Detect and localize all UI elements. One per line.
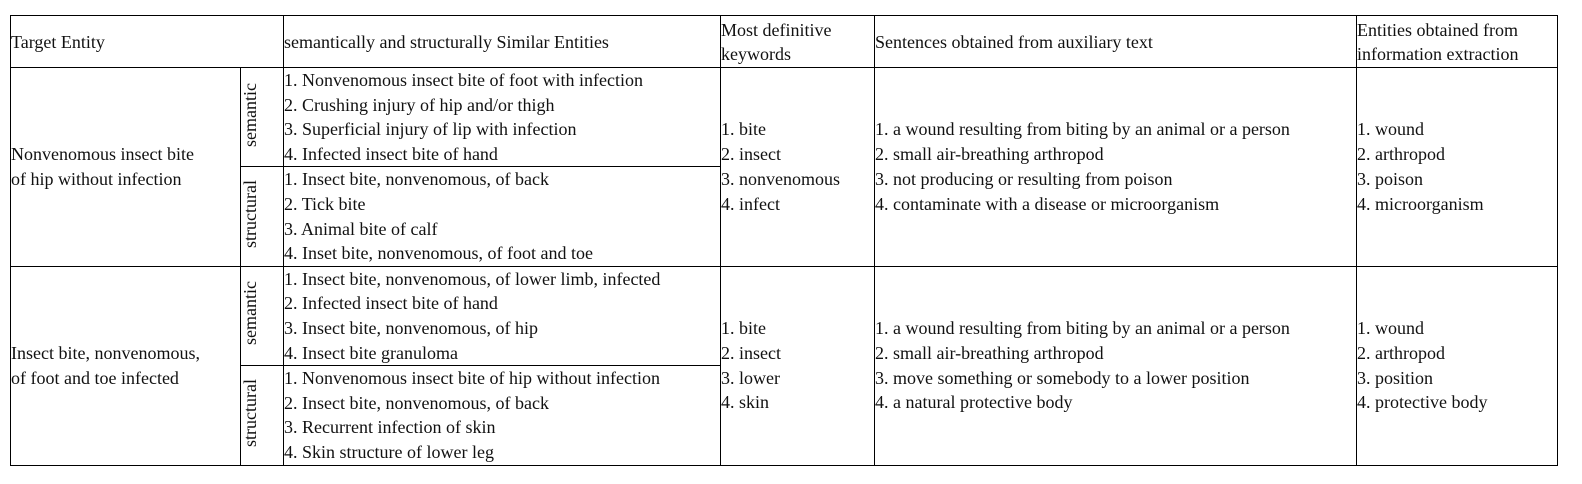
header-keywords-line1: Most definitive [721, 19, 832, 40]
list-item: 1. bite [721, 119, 767, 140]
header-row: Target Entity semantically and structura… [9, 15, 1559, 68]
list-item: 3. lower [721, 367, 780, 388]
list-item: 1. Insect bite, nonvenomous, of back [284, 169, 549, 190]
structural-list: 1. Nonvenomous insect bite of hip withou… [283, 365, 722, 466]
target-entity-cell: Insect bite, nonvenomous, of foot and toe… [10, 265, 241, 466]
list-item: 3. position [1357, 367, 1434, 388]
target-entity-line1: Nonvenomous insect bite [11, 143, 194, 164]
list-item: 2. small air-breathing arthropod [875, 144, 1104, 165]
list-item: 2. insect [721, 342, 782, 363]
table-row: structural 1. Nonvenomous insect bite of… [11, 365, 1558, 466]
target-entity-line1: Insect bite, nonvenomous, [11, 342, 200, 363]
list-item: 4. skin [721, 392, 770, 413]
list-item: 2. Crushing injury of hip and/or thigh [284, 94, 555, 115]
list-item: 2. arthropod [1357, 144, 1445, 165]
structural-list: 1. Insect bite, nonvenomous, of back 2. … [283, 166, 722, 267]
header-entities-line1: Entities obtained from [1357, 19, 1518, 40]
keywords-cell: 1. bite 2. insect 3. nonvenomous 4. infe… [720, 67, 876, 267]
list-item: 4. a natural protective body [875, 392, 1073, 413]
list-item: 1. Nonvenomous insect bite of foot with … [284, 70, 643, 90]
entities-cell: 1. wound 2. arthropod 3. poison 4. micro… [1356, 67, 1559, 267]
list-item: 1. Insect bite, nonvenomous, of lower li… [284, 268, 661, 289]
list-item: 3. nonvenomous [721, 168, 841, 189]
list-item: 4. microorganism [1357, 193, 1484, 214]
list-item: 3. Superficial injury of lip with infect… [284, 119, 577, 140]
target-entity-cell: Nonvenomous insect bite of hip without in… [10, 67, 241, 267]
table-row: Insect bite, nonvenomous, of foot and toe… [10, 265, 1559, 466]
list-item: 3. not producing or resulting from poiso… [875, 168, 1173, 189]
list-item: 2. Insect bite, nonvenomous, of back [284, 392, 549, 413]
sentences-cell: 1. a wound resulting from biting by an a… [874, 67, 1358, 267]
header-entities: Entities obtained from information extrac… [1356, 15, 1559, 68]
list-item: 4. Skin structure of lower leg [284, 441, 494, 462]
list-item: 1. a wound resulting from biting by an a… [875, 318, 1290, 339]
list-item: 1. a wound resulting from biting by an a… [875, 119, 1290, 140]
entities-cell: 1. wound 2. arthropod 3. position 4. pro… [1356, 265, 1559, 466]
list-item: 2. Infected insect bite of hand [284, 293, 498, 314]
table-row: Nonvenomous insect bite of hip without in… [10, 66, 1559, 267]
semantic-label-cell: semantic [239, 265, 285, 367]
structural-label-cell: structural [239, 365, 285, 466]
target-entity-line2: of foot and toe infected [11, 367, 179, 388]
target-entity-line2: of hip without infection [11, 168, 182, 189]
list-item: 3. poison [1357, 168, 1424, 189]
header-similar-entities: semantically and structurally Similar En… [283, 15, 722, 68]
list-item: 3. Animal bite of calf [284, 218, 438, 239]
header-sentences: Sentences obtained from auxiliary text [874, 15, 1358, 68]
list-item: 4. Insect bite granuloma [284, 342, 458, 363]
list-item: 1. wound [1357, 318, 1425, 339]
list-item: 2. arthropod [1357, 342, 1445, 363]
header-target-entity: Target Entity [9, 15, 285, 68]
results-table: Target Entity semantically and structura… [9, 15, 1559, 466]
list-item: 4. Inset bite, nonvenomous, of foot and … [284, 243, 593, 264]
semantic-list: 1. Nonvenomous insect bite of foot with … [283, 66, 722, 168]
semantic-label-cell: semantic [239, 66, 285, 168]
semantic-list: 1. Insect bite, nonvenomous, of lower li… [283, 265, 722, 367]
list-item: 2. small air-breathing arthropod [875, 342, 1104, 363]
list-item: 1. bite [721, 318, 767, 339]
list-item: 2. insect [721, 144, 782, 165]
list-item: 1. Nonvenomous insect bite of hip withou… [284, 368, 660, 389]
list-item: 4. infect [721, 193, 780, 214]
header-entities-line2: information extraction [1357, 43, 1519, 64]
list-item: 3. move something or somebody to a lower… [875, 367, 1250, 388]
semantic-label: semantic [240, 82, 260, 147]
list-item: 1. wound [1357, 119, 1425, 140]
list-item: 4. Infected insect bite of hand [284, 143, 498, 164]
table-row: structural 1. Insect bite, nonvenomous, … [11, 166, 1558, 267]
semantic-label: semantic [240, 281, 260, 346]
header-keywords: Most definitive keywords [720, 15, 876, 68]
structural-label: structural [240, 180, 260, 249]
structural-label-cell: structural [239, 166, 285, 267]
keywords-cell: 1. bite 2. insect 3. lower 4. skin [720, 265, 876, 466]
structural-label: structural [240, 378, 260, 447]
list-item: 2. Tick bite [284, 193, 366, 214]
sentences-cell: 1. a wound resulting from biting by an a… [874, 265, 1358, 466]
list-item: 3. Insect bite, nonvenomous, of hip [284, 317, 538, 338]
list-item: 3. Recurrent infection of skin [284, 417, 496, 438]
list-item: 4. contaminate with a disease or microor… [875, 193, 1220, 214]
list-item: 4. protective body [1357, 392, 1488, 413]
header-keywords-line2: keywords [721, 43, 792, 64]
